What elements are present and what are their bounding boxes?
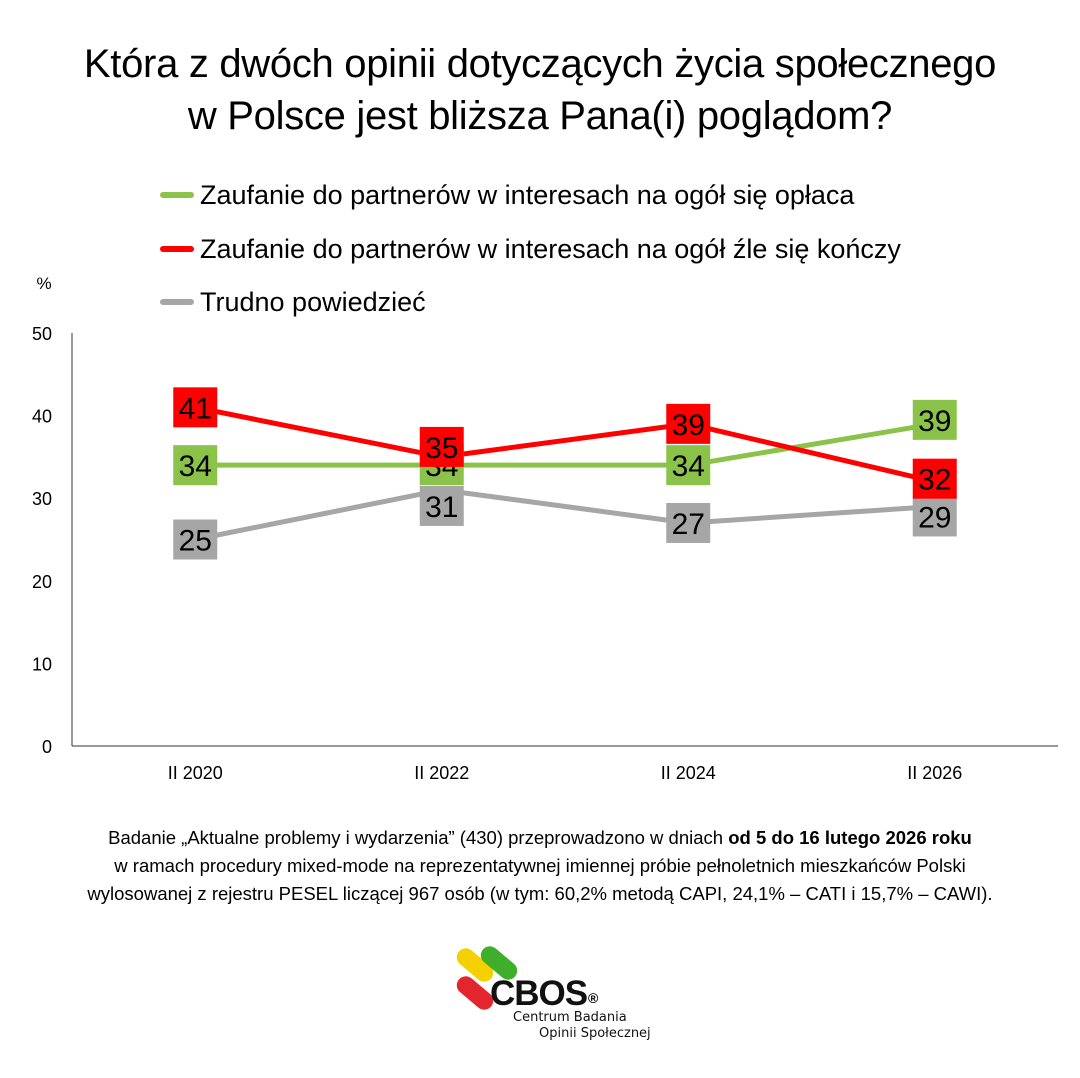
data-label: 32	[918, 464, 951, 497]
x-tick-label: II 2022	[414, 763, 469, 783]
data-label-box	[912, 496, 957, 537]
x-tick-label: II 2020	[168, 763, 223, 783]
series-line-1	[192, 404, 938, 485]
legend-label: Zaufanie do partnerów w interesach na og…	[200, 179, 855, 210]
cbos-logo-icon	[456, 946, 518, 1010]
data-label: 25	[179, 525, 212, 558]
y-tick-label: 0	[42, 737, 52, 757]
cbos-logo-name: CBOS	[490, 974, 588, 1013]
data-label: 34	[179, 450, 212, 483]
legend-label: Zaufanie do partnerów w interesach na og…	[200, 233, 901, 264]
data-label-box	[912, 458, 957, 499]
data-label: 34	[672, 450, 705, 483]
chart-series-lines	[192, 404, 938, 542]
y-tick-label: 40	[32, 407, 52, 427]
cbos-logo-subtitle-line-1: Centrum Badania	[513, 1010, 627, 1025]
title-line-2: w Polsce jest bliższa Pana(i) poglądom?	[187, 94, 893, 138]
legend-swatch-green	[160, 192, 194, 198]
title-line-1: Która z dwóch opinii dotyczących życia s…	[83, 42, 997, 86]
data-label: 39	[918, 405, 951, 438]
chart-axes: 0 10 20 30 40 50 II 2020 II 2022 II 2024 II 2026	[32, 324, 1058, 783]
legend-swatch-red	[160, 246, 194, 252]
data-label: 31	[425, 491, 458, 524]
page-title: Która z dwóch opinii dotyczących życia s…	[0, 38, 1080, 142]
series-line-0	[192, 421, 938, 468]
x-tick-label: II 2024	[661, 763, 716, 783]
x-tick-label: II 2026	[907, 763, 962, 783]
data-label: 35	[425, 432, 458, 465]
data-label-box	[666, 445, 711, 486]
legend-item-trust-ends-badly: Zaufanie do partnerów w interesach na og…	[160, 229, 901, 269]
data-label-box	[419, 426, 464, 467]
series-line-2	[192, 487, 938, 542]
y-axis-unit-label: %	[36, 274, 51, 293]
footnote-line-3: wylosowanej z rejestru PESEL liczącej 96…	[87, 883, 993, 904]
legend-swatch-gray	[160, 299, 194, 305]
cbos-logo: CBOS ® Centrum Badania Opinii Społecznej	[450, 940, 670, 1050]
data-label: 41	[179, 392, 212, 425]
cbos-logo-subtitle: Centrum Badania Opinii Społecznej	[513, 1010, 651, 1042]
data-label: 27	[672, 508, 705, 541]
line-chart: % 0 10 20 30 40 50 II 2020 II 2022 II 2024 II 202…	[32, 274, 1058, 783]
footnote-text: Badanie „Aktualne problemy i wydarzenia”…	[108, 827, 729, 848]
data-label-box	[419, 485, 464, 526]
cbos-logo-registered: ®	[588, 990, 599, 1006]
chart-data-labels: 253127293434343941353932	[173, 387, 957, 560]
data-label-box	[173, 387, 218, 428]
footnote-line-2: w ramach procedury mixed-mode na repreze…	[114, 855, 966, 876]
data-label-box	[173, 445, 218, 486]
legend-label: Trudno powiedzieć	[200, 286, 426, 317]
data-label-box	[666, 502, 711, 543]
legend-item-hard-to-say: Trudno powiedzieć	[160, 282, 426, 322]
legend-item-trust-pays: Zaufanie do partnerów w interesach na og…	[160, 175, 854, 215]
y-tick-label: 10	[32, 654, 52, 674]
survey-footnote: Badanie „Aktualne problemy i wydarzenia”…	[0, 824, 1080, 908]
data-label-box	[912, 399, 957, 440]
data-label: 29	[918, 501, 951, 534]
y-tick-label: 50	[32, 324, 52, 344]
y-tick-label: 30	[32, 489, 52, 509]
data-label: 39	[672, 409, 705, 442]
y-tick-label: 20	[32, 572, 52, 592]
footnote-date-range: od 5 do 16 lutego 2026 roku	[728, 827, 972, 848]
footnote-line-1: Badanie „Aktualne problemy i wydarzenia”…	[0, 824, 1080, 852]
cbos-logo-subtitle-line-2: Opinii Społecznej	[539, 1026, 651, 1041]
data-label-box	[173, 519, 218, 560]
data-label-box	[666, 403, 711, 444]
